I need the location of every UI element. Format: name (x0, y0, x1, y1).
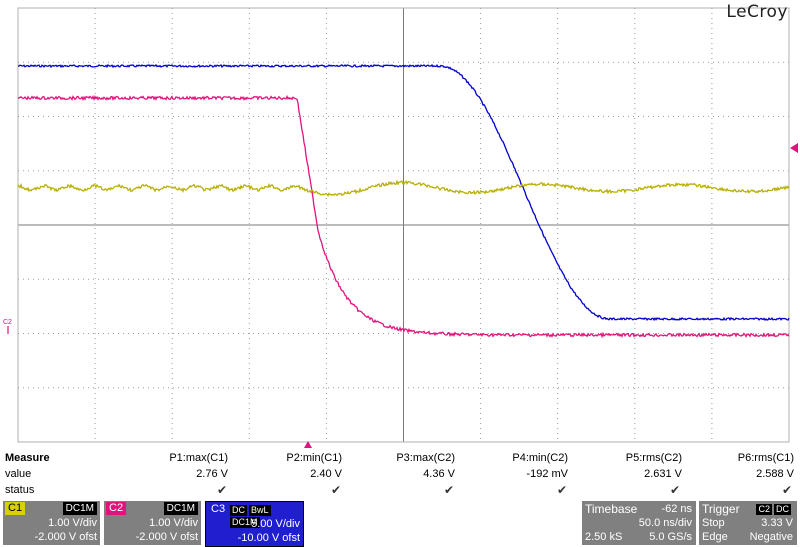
brand-logo: LeCroy (726, 2, 788, 22)
timebase-rate: 5.0 GS/s (649, 531, 692, 543)
channel-2-tag: C2 (106, 502, 127, 515)
channel-2-panel[interactable]: C2 DC1M 1.00 V/div -2.000 V ofst (104, 501, 201, 545)
checkmark-icon: ✔ (670, 483, 681, 497)
channel-3-dc-tag: DC (230, 505, 247, 516)
channel-2-coupling: DC1M (163, 502, 198, 515)
channel-3-tag: C3 (208, 503, 229, 516)
timebase-delay: -62 ns (661, 503, 692, 515)
timebase-tdiv: 50.0 ns/div (638, 517, 692, 529)
measure-row-status-label: status (5, 484, 35, 496)
channel-3-bwl-tag: BwL (249, 505, 271, 516)
trigger-level: 3.33 V (761, 517, 793, 529)
channel-3-panel[interactable]: C3 DC BwLDC1M 5.00 V/div -10.00 V ofst (205, 501, 304, 547)
param-6-value: 2.588 V (756, 468, 794, 480)
measure-header: Measure (5, 452, 50, 464)
trigger-coupling: DC (774, 504, 791, 515)
trigger-slope: Negative (749, 531, 793, 543)
param-1-name[interactable]: P1:max(C1) (169, 452, 228, 464)
timebase-panel[interactable]: Timebase -62 ns 50.0 ns/div 2.50 kS 5.0 … (582, 501, 696, 545)
checkmark-icon: ✔ (331, 483, 342, 497)
trigger-position-marker (304, 441, 312, 448)
checkmark-icon: ✔ (782, 483, 793, 497)
timebase-samples: 2.50 kS (585, 531, 623, 543)
measure-table[interactable]: Measure value status P1:max(C1) 2.76 V ✔… (0, 450, 800, 500)
trace-c2 (17, 94, 790, 339)
param-3-name[interactable]: P3:max(C2) (396, 452, 455, 464)
channel-2-vdiv: 1.00 V/div (149, 517, 198, 529)
trace-c1 (17, 179, 790, 197)
channel-1-panel[interactable]: C1 DC1M 1.00 V/div -2.000 V ofst (3, 501, 100, 545)
channel-3-offset: -10.00 V ofst (237, 532, 300, 544)
param-2-name[interactable]: P2:min(C1) (286, 452, 342, 464)
channel-1-tag: C1 (5, 502, 26, 515)
channel-2-ground-label: C2 (3, 319, 12, 326)
trigger-type: Edge (702, 531, 728, 543)
trigger-label: Trigger (702, 502, 740, 516)
param-2-value: 2.40 V (310, 468, 342, 480)
param-6-name[interactable]: P6:rms(C1) (737, 452, 794, 464)
waveform-display[interactable]: C2 LeCroy (0, 0, 800, 450)
checkmark-icon: ✔ (217, 483, 228, 497)
channel-1-coupling: DC1M (62, 502, 97, 515)
trigger-mode: Stop (702, 517, 725, 529)
channel-3-vdiv: 5.00 V/div (251, 518, 300, 530)
channel-3-coupling: DC1M (230, 517, 260, 528)
trace-c3 (17, 63, 790, 322)
channel-1-offset: -2.000 V ofst (34, 531, 97, 543)
param-5-name[interactable]: P5:rms(C2) (625, 452, 682, 464)
waveform-grid: C2 (3, 7, 798, 448)
timebase-label: Timebase (585, 502, 638, 516)
checkmark-icon: ✔ (557, 483, 568, 497)
param-5-value: 2.631 V (644, 468, 682, 480)
trigger-level-marker (790, 143, 798, 153)
param-4-name[interactable]: P4:min(C2) (512, 452, 568, 464)
grid-frame (17, 7, 790, 443)
trigger-panel[interactable]: Trigger C2 DC Stop 3.33 V Edge Negative (699, 501, 797, 545)
channel-1-vdiv: 1.00 V/div (48, 517, 97, 529)
param-4-value: -192 mV (526, 468, 568, 480)
checkmark-icon: ✔ (444, 483, 455, 497)
trigger-source: C2 (756, 504, 772, 515)
measure-row-value-label: value (5, 468, 32, 480)
channel-2-offset: -2.000 V ofst (135, 531, 198, 543)
param-3-value: 4.36 V (423, 468, 455, 480)
param-1-value: 2.76 V (196, 468, 228, 480)
